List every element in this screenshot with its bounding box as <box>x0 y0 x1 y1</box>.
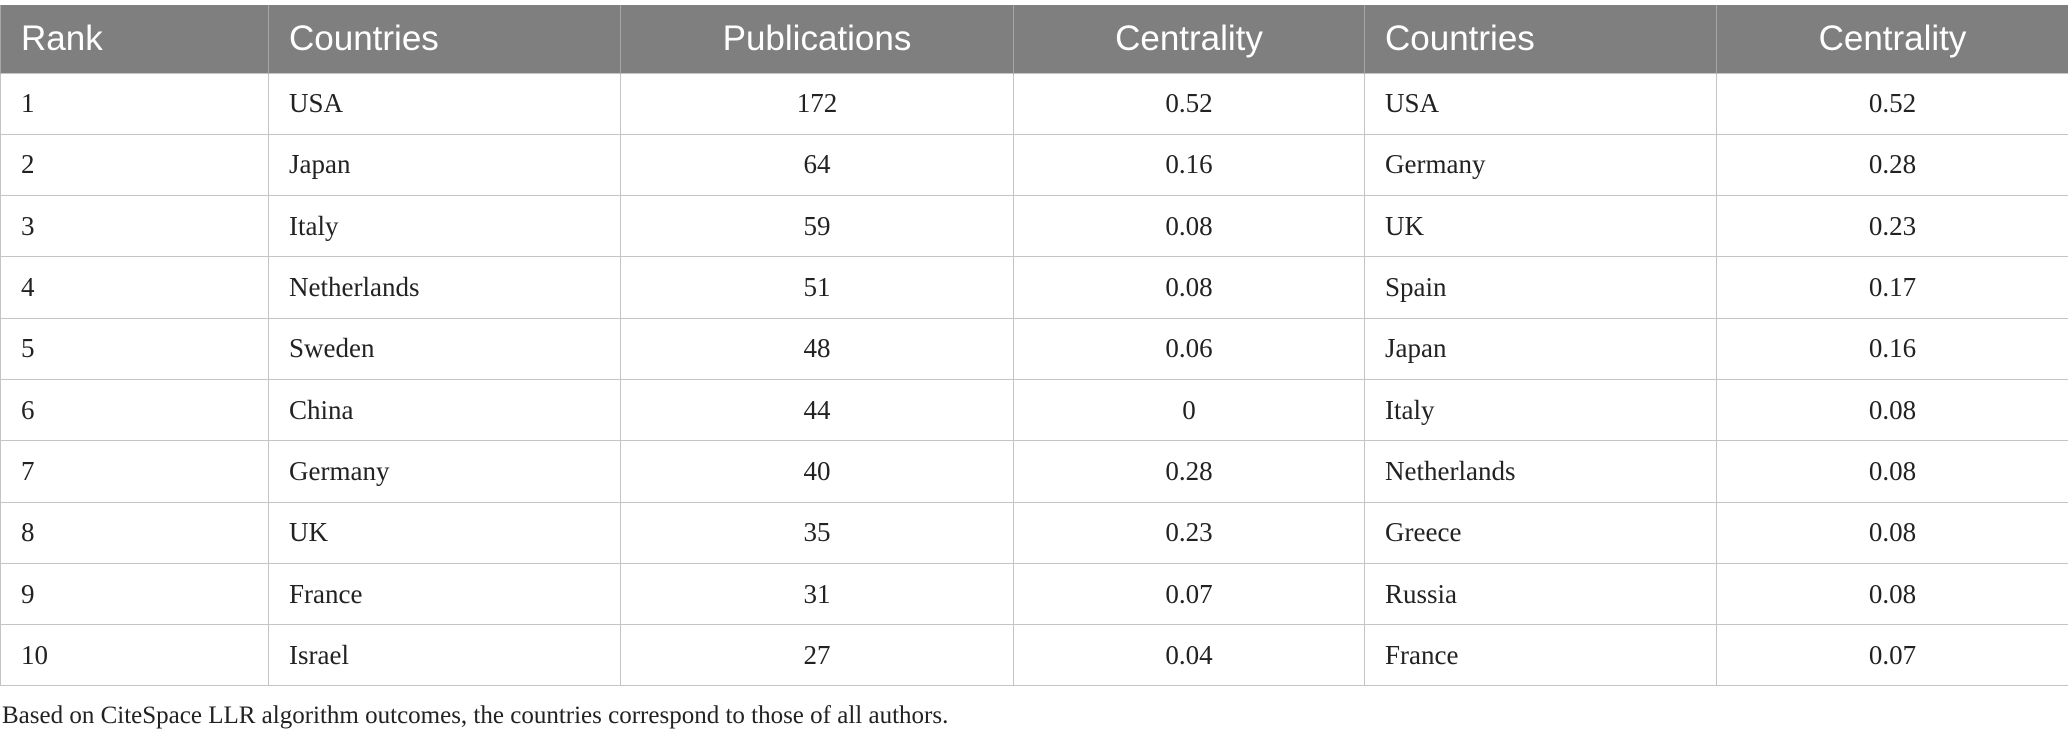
country-by-centrality-cell: Russia <box>1364 562 1717 626</box>
table-header: Rank Countries Publications Centrality C… <box>0 5 2068 73</box>
centrality-ranked-cell: 0.07 <box>1716 624 2068 687</box>
publications-cell: 48 <box>620 317 1014 380</box>
table-row: 5 Sweden 48 0.06 Japan 0.16 <box>0 317 2068 380</box>
centrality-ranked-cell: 0.08 <box>1716 378 2068 442</box>
rank-cell: 10 <box>0 624 269 687</box>
centrality-cell: 0.16 <box>1013 133 1365 197</box>
publications-cell: 31 <box>620 562 1014 626</box>
country-cell: Sweden <box>268 317 621 380</box>
country-by-centrality-cell: UK <box>1364 195 1717 258</box>
table-row: 7 Germany 40 0.28 Netherlands 0.08 <box>0 440 2068 503</box>
country-by-centrality-cell: Netherlands <box>1364 440 1717 503</box>
centrality-ranked-cell: 0.08 <box>1716 440 2068 503</box>
country-by-centrality-cell: Japan <box>1364 317 1717 380</box>
rank-cell: 9 <box>0 562 269 626</box>
country-cell: France <box>268 562 621 626</box>
country-cell: Germany <box>268 440 621 503</box>
centrality-cell: 0.04 <box>1013 624 1365 687</box>
centrality-cell: 0.52 <box>1013 72 1365 135</box>
country-cell: Israel <box>268 624 621 687</box>
centrality-cell: 0.28 <box>1013 440 1365 503</box>
country-table: Rank Countries Publications Centrality C… <box>0 5 2068 687</box>
centrality-ranked-cell: 0.16 <box>1716 317 2068 380</box>
country-cell: China <box>268 378 621 442</box>
header-rank: Rank <box>0 5 269 73</box>
table-row: 4 Netherlands 51 0.08 Spain 0.17 <box>0 256 2068 319</box>
centrality-ranked-cell: 0.17 <box>1716 256 2068 319</box>
table-body: 1 USA 172 0.52 USA 0.52 2 Japan 64 0.16 Germany 0.2… <box>0 72 2068 687</box>
header-centrality: Centrality <box>1013 5 1365 73</box>
centrality-cell: 0 <box>1013 378 1365 442</box>
rank-cell: 1 <box>0 72 269 135</box>
country-by-centrality-cell: Italy <box>1364 378 1717 442</box>
publications-cell: 51 <box>620 256 1014 319</box>
rank-cell: 6 <box>0 378 269 442</box>
header-countries: Countries <box>268 5 621 73</box>
table-row: 8 UK 35 0.23 Greece 0.08 <box>0 501 2068 564</box>
centrality-cell: 0.08 <box>1013 256 1365 319</box>
publications-cell: 35 <box>620 501 1014 564</box>
publications-cell: 64 <box>620 133 1014 197</box>
rank-cell: 8 <box>0 501 269 564</box>
centrality-cell: 0.23 <box>1013 501 1365 564</box>
centrality-ranked-cell: 0.08 <box>1716 562 2068 626</box>
country-by-centrality-cell: Spain <box>1364 256 1717 319</box>
table-row: 9 France 31 0.07 Russia 0.08 <box>0 562 2068 626</box>
publications-cell: 40 <box>620 440 1014 503</box>
centrality-cell: 0.07 <box>1013 562 1365 626</box>
rank-cell: 2 <box>0 133 269 197</box>
country-by-centrality-cell: Greece <box>1364 501 1717 564</box>
publications-cell: 59 <box>620 195 1014 258</box>
centrality-ranked-cell: 0.28 <box>1716 133 2068 197</box>
country-cell: Italy <box>268 195 621 258</box>
publications-cell: 172 <box>620 72 1014 135</box>
table-row: 1 USA 172 0.52 USA 0.52 <box>0 72 2068 135</box>
country-cell: Japan <box>268 133 621 197</box>
header-centrality-ranked: Centrality <box>1716 5 2068 73</box>
country-by-centrality-cell: France <box>1364 624 1717 687</box>
rank-cell: 3 <box>0 195 269 258</box>
table-row: 6 China 44 0 Italy 0.08 <box>0 378 2068 442</box>
centrality-ranked-cell: 0.52 <box>1716 72 2068 135</box>
rank-cell: 7 <box>0 440 269 503</box>
header-publications: Publications <box>620 5 1014 73</box>
centrality-ranked-cell: 0.08 <box>1716 501 2068 564</box>
country-cell: Netherlands <box>268 256 621 319</box>
country-by-centrality-cell: USA <box>1364 72 1717 135</box>
header-row: Rank Countries Publications Centrality C… <box>0 5 2068 73</box>
country-cell: USA <box>268 72 621 135</box>
publications-cell: 27 <box>620 624 1014 687</box>
table-row: 3 Italy 59 0.08 UK 0.23 <box>0 195 2068 258</box>
centrality-ranked-cell: 0.23 <box>1716 195 2068 258</box>
publications-cell: 44 <box>620 378 1014 442</box>
rank-cell: 5 <box>0 317 269 380</box>
header-countries-by-centrality: Countries <box>1364 5 1717 73</box>
centrality-cell: 0.06 <box>1013 317 1365 380</box>
country-cell: UK <box>268 501 621 564</box>
table-footnote: Based on CiteSpace LLR algorithm outcome… <box>2 702 949 729</box>
table-row: 2 Japan 64 0.16 Germany 0.28 <box>0 133 2068 197</box>
country-by-centrality-cell: Germany <box>1364 133 1717 197</box>
rank-cell: 4 <box>0 256 269 319</box>
table-row: 10 Israel 27 0.04 France 0.07 <box>0 624 2068 687</box>
centrality-cell: 0.08 <box>1013 195 1365 258</box>
